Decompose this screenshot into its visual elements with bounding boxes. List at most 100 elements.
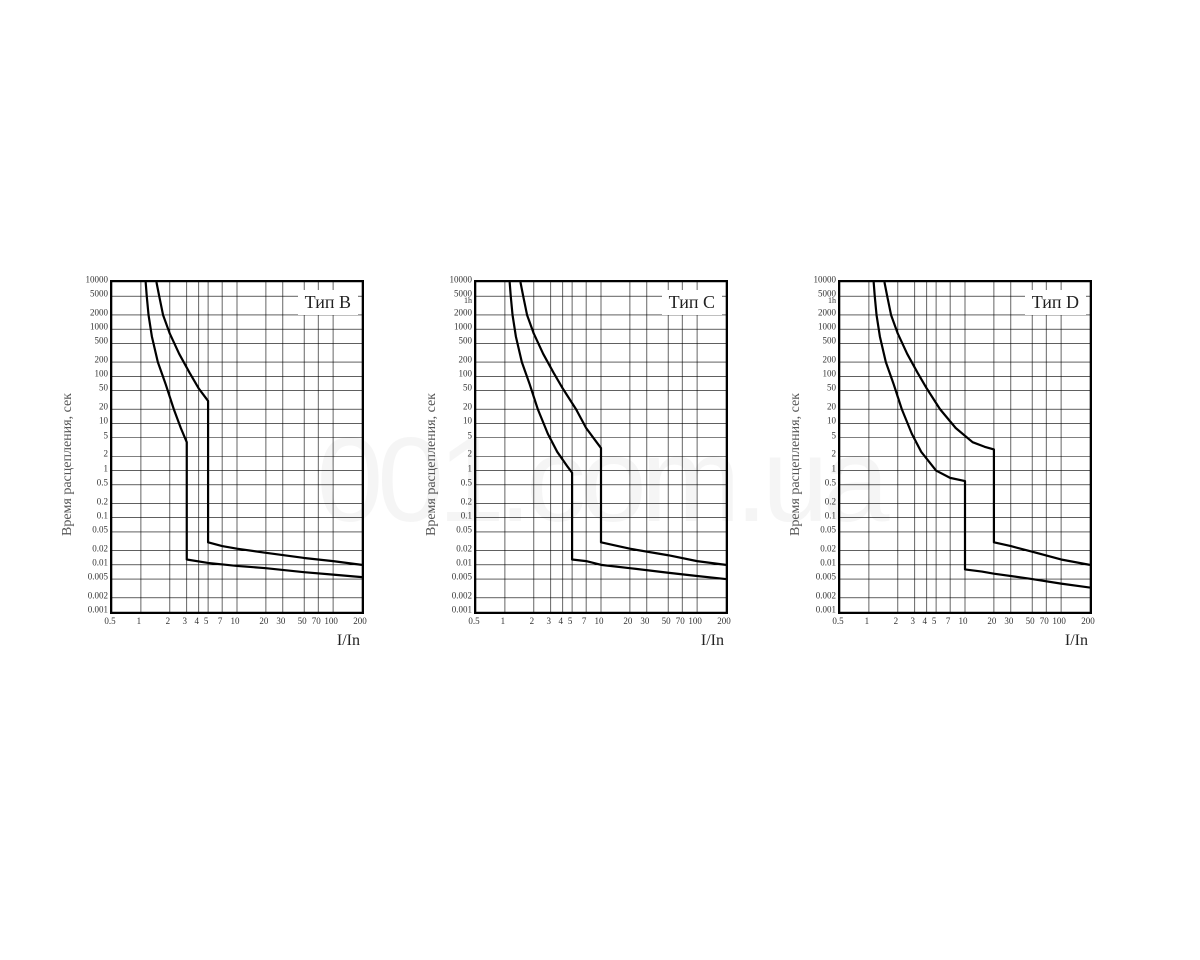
x-tick-label: 3	[911, 616, 916, 626]
x-tick-label: 30	[640, 616, 649, 626]
y-tick-label: 1	[104, 464, 109, 473]
y-tick-label: 0.1	[461, 511, 472, 520]
y-tick-label: 0.01	[92, 558, 108, 567]
x-tick-label: 30	[276, 616, 285, 626]
y-tick-label: 50	[99, 384, 108, 393]
y-tick-label: 5	[832, 431, 837, 440]
y-tick-label: 0.001	[452, 606, 472, 615]
x-tick-label: 7	[218, 616, 223, 626]
y-tick-label: 1000	[818, 323, 836, 332]
y-tick-label: 0.05	[92, 525, 108, 534]
x-tick-label: 50	[662, 616, 671, 626]
page: 001.com.ua Время расцепления, сек0.0010.…	[0, 0, 1200, 960]
x-tick-label: 1	[865, 616, 870, 626]
y-tick-label: 200	[459, 356, 473, 365]
x-tick-label: 50	[298, 616, 307, 626]
y-tick-label: 0.002	[452, 591, 472, 600]
y-ticks: 0.0010.0020.0050.010.020.050.10.20.51251…	[808, 280, 838, 610]
x-tick-label: 2	[166, 616, 171, 626]
y-tick-label: 10	[463, 417, 472, 426]
x-ticks: 0.51234571020305070100200	[474, 614, 724, 628]
y-tick-label: 2	[832, 450, 837, 459]
y-tick-label: 0.5	[461, 478, 472, 487]
y-tick-label: 0.02	[456, 544, 472, 553]
y-tick-label: 2	[104, 450, 109, 459]
y-tick-label: 100	[459, 370, 473, 379]
y-tick-label: 10	[827, 417, 836, 426]
y-tick-label: 0.1	[97, 511, 108, 520]
y-tick-label: 0.005	[452, 573, 472, 582]
y-tick-label: 0.05	[456, 525, 472, 534]
y-tick-label: 0.005	[88, 573, 108, 582]
chart-2: Время расцепления, сек0.0010.0020.0050.0…	[788, 280, 1092, 650]
x-tick-label: 1	[501, 616, 506, 626]
y-tick-label: 100	[95, 370, 109, 379]
x-tick-label: 100	[1052, 616, 1066, 626]
x-tick-label: 200	[717, 616, 731, 626]
y-tick-label: 500	[823, 337, 837, 346]
y-axis-label: Время расцепления, сек	[788, 393, 804, 536]
x-tick-label: 70	[1040, 616, 1049, 626]
chart-0: Время расцепления, сек0.0010.0020.0050.0…	[60, 280, 364, 650]
chart-title: Тип D	[1025, 290, 1086, 315]
y-tick-label: 0.2	[461, 497, 472, 506]
y-tick-label: 0.5	[825, 478, 836, 487]
x-tick-label: 200	[1081, 616, 1095, 626]
x-tick-label: 100	[324, 616, 338, 626]
x-ticks: 0.51234571020305070100200	[838, 614, 1088, 628]
y-tick-label: 5	[104, 431, 109, 440]
y-tick-label: 100	[823, 370, 837, 379]
y-tick-label: 0.2	[825, 497, 836, 506]
x-tick-label: 4	[559, 616, 564, 626]
y-tick-label: 0.001	[816, 606, 836, 615]
x-tick-label: 5	[204, 616, 209, 626]
x-tick-label: 200	[353, 616, 367, 626]
y-tick-label: 20	[827, 403, 836, 412]
y-tick-label: 500	[459, 337, 473, 346]
y-tick-label: 500	[95, 337, 109, 346]
y-tick-label: 2000	[818, 308, 836, 317]
x-tick-label: 10	[595, 616, 604, 626]
chart-1: Время расцепления, сек 0.001 0.002 0.005 0.0…	[424, 280, 728, 650]
x-axis-label: I/In	[110, 632, 360, 650]
x-axis-label: I/In	[838, 632, 1088, 650]
y-tick-label: 10000	[450, 276, 473, 285]
y-tick-label: 10	[99, 417, 108, 426]
x-tick-label: 50	[1026, 616, 1035, 626]
y-tick-label: 10000	[814, 276, 837, 285]
y-tick-label-1h: 1h	[828, 297, 836, 305]
y-tick-label: 20	[99, 403, 108, 412]
y-tick-label: 0.5	[97, 478, 108, 487]
y-tick-label: 1000	[90, 323, 108, 332]
y-tick-label: 5	[468, 431, 473, 440]
y-tick-label: 200	[823, 356, 837, 365]
y-tick-label: 20	[463, 403, 472, 412]
y-tick-label: 0.02	[92, 544, 108, 553]
chart-title: Тип B	[298, 290, 358, 315]
y-tick-label: 0.1	[825, 511, 836, 520]
y-axis-label: Время расцепления, сек	[424, 393, 440, 536]
y-tick-label: 2000	[90, 308, 108, 317]
x-tick-label: 4	[923, 616, 928, 626]
x-tick-label: 20	[987, 616, 996, 626]
y-tick-label: 0.2	[97, 497, 108, 506]
y-tick-label-1h: 1h	[464, 297, 472, 305]
x-tick-label: 20	[259, 616, 268, 626]
trip-curve-lower	[510, 282, 726, 579]
x-tick-label: 7	[582, 616, 587, 626]
x-tick-label: 30	[1004, 616, 1013, 626]
x-tick-label: 70	[676, 616, 685, 626]
y-tick-label: 0.002	[88, 591, 108, 600]
x-tick-label: 4	[195, 616, 200, 626]
y-tick-label: 0.01	[456, 558, 472, 567]
x-tick-label: 3	[183, 616, 188, 626]
y-tick-label: 50	[463, 384, 472, 393]
y-tick-label: 2	[468, 450, 473, 459]
y-ticks: 0.0010.0020.0050.010.020.050.10.20.51251…	[444, 280, 474, 610]
x-tick-label: 0.5	[832, 616, 843, 626]
plot-svg	[838, 280, 1092, 614]
chart-title: Тип C	[662, 290, 722, 315]
plot-svg	[474, 280, 728, 614]
y-tick-label: 0.02	[820, 544, 836, 553]
x-tick-label: 10	[959, 616, 968, 626]
